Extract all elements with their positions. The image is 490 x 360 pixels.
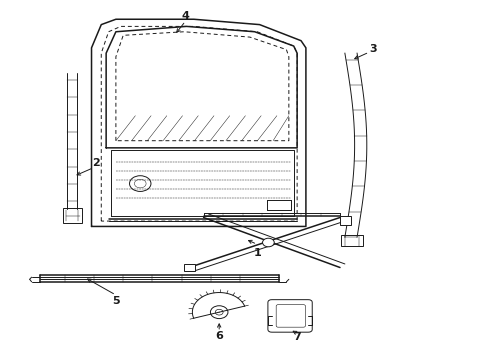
- FancyBboxPatch shape: [184, 264, 195, 271]
- Text: 7: 7: [294, 332, 301, 342]
- Text: 1: 1: [253, 248, 261, 258]
- Circle shape: [263, 238, 274, 247]
- Text: 5: 5: [112, 296, 120, 306]
- Text: 3: 3: [369, 44, 376, 54]
- FancyBboxPatch shape: [340, 216, 351, 225]
- Text: 6: 6: [215, 332, 223, 342]
- Text: 2: 2: [93, 158, 100, 168]
- Text: 4: 4: [182, 12, 190, 21]
